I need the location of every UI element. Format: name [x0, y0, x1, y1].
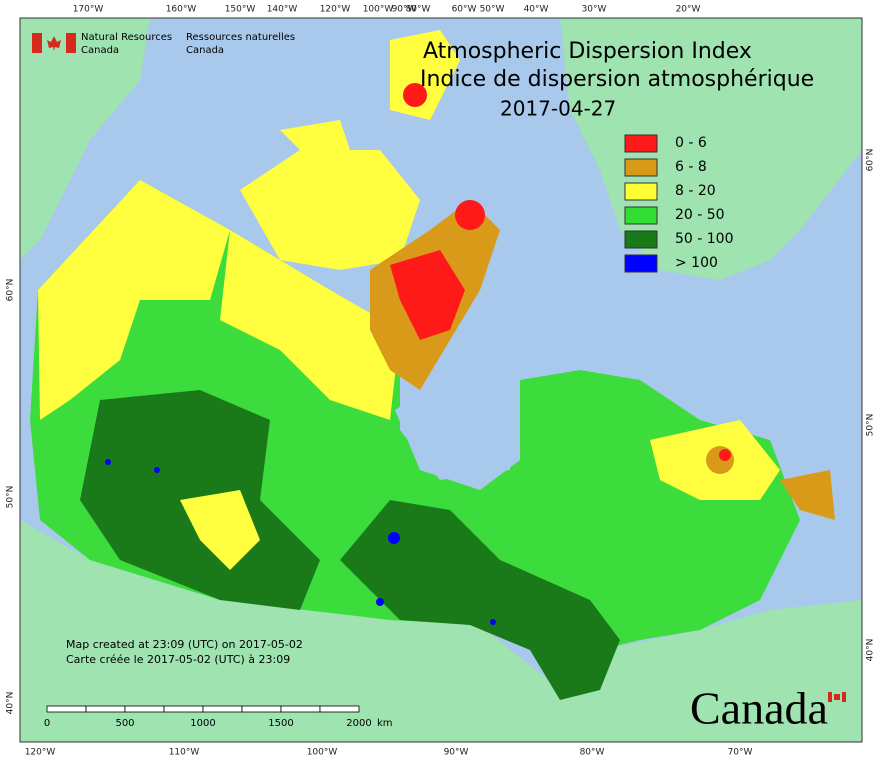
- orange-zone-nfld: [780, 470, 835, 520]
- arctic-island: [280, 120, 350, 150]
- graticule-label: 100°W: [307, 748, 338, 758]
- flag-band: [32, 33, 42, 53]
- yellow-zone-sask: [180, 490, 260, 570]
- graticule-label: 150°W: [225, 5, 256, 15]
- legend-swatch: [624, 206, 658, 225]
- blue-spot: [388, 532, 400, 544]
- graticule-label: 50°W: [480, 5, 505, 15]
- map-frame: [19, 17, 863, 743]
- org-en-2: Canada: [81, 45, 119, 56]
- scale-segment: [202, 705, 243, 713]
- flag-band: [66, 33, 76, 53]
- org-fr-2: Canada: [186, 45, 224, 56]
- scale-label: 1000: [190, 718, 215, 729]
- graticule-label: 40°N: [6, 692, 16, 715]
- legend-label: 0 - 6: [675, 135, 707, 151]
- legend-label: > 100: [675, 255, 718, 271]
- legend-label: 6 - 8: [675, 159, 707, 175]
- title-en: Atmospheric Dispersion Index: [423, 39, 752, 64]
- scale-unit: km: [377, 718, 393, 729]
- blue-spot: [376, 598, 384, 606]
- org-fr: Ressources naturelles: [186, 32, 295, 43]
- legend: 0 - 6 6 - 8 8 - 20 20 - 50 50 - 100 > 100: [624, 134, 734, 273]
- graticule-label: 60°W: [452, 5, 477, 15]
- blue-spot: [490, 619, 496, 625]
- graticule-label: 120°W: [320, 5, 351, 15]
- dark-zone-ontario: [340, 500, 620, 700]
- scale-segment: [241, 705, 282, 713]
- blue-spot: [105, 459, 111, 465]
- title-fr: Indice de dispersion atmosphérique: [420, 67, 814, 92]
- maple-leaf: [47, 36, 61, 51]
- graticule-label: 40°N: [866, 639, 876, 662]
- alaska: [20, 18, 150, 260]
- scale-segment: [280, 705, 321, 713]
- legend-swatch: [624, 254, 658, 273]
- red-zone-north-baffin: [455, 200, 485, 230]
- yellow-zone-west: [38, 180, 230, 420]
- legend-swatch: [624, 230, 658, 249]
- wordmark: Canada: [690, 683, 828, 734]
- graticule-label: 160°W: [166, 5, 197, 15]
- graticule-label: 90°W: [444, 748, 469, 758]
- legend-label: 50 - 100: [675, 231, 734, 247]
- note-fr: Carte créée le 2017-05-02 (UTC) à 23:09: [66, 653, 290, 666]
- graticule-label: 30°W: [582, 5, 607, 15]
- graticule-label: 140°W: [267, 5, 298, 15]
- legend-swatch: [624, 134, 658, 153]
- graticule-label: 170°W: [73, 5, 104, 15]
- red-zone-ellesmere: [403, 83, 427, 107]
- scale-label: 500: [115, 718, 134, 729]
- blue-spot: [154, 467, 160, 473]
- scale-label: 2000: [346, 718, 371, 729]
- hudson-bay: [395, 380, 520, 490]
- red-spot: [719, 449, 731, 461]
- graticule-label: 100°W: [363, 5, 394, 15]
- scale-label: 1500: [268, 718, 293, 729]
- scale-segment: [124, 705, 165, 713]
- wordmark-flag: [842, 692, 846, 702]
- graticule-label: 60°N: [6, 279, 16, 302]
- legend-swatch: [624, 182, 658, 201]
- legend-label: 8 - 20: [675, 183, 716, 199]
- scale-segment: [319, 705, 360, 713]
- legend-swatch: [624, 158, 658, 177]
- graticule-label: 60°N: [866, 149, 876, 172]
- scale-segment: [46, 705, 87, 713]
- org-en: Natural Resources: [81, 32, 172, 43]
- arctic-islands: [240, 150, 420, 270]
- wordmark-flag: [828, 692, 832, 702]
- orange-spot: [706, 446, 734, 474]
- graticule-label: 20°W: [676, 5, 701, 15]
- title-date: 2017-04-27: [500, 97, 616, 121]
- usa: [20, 520, 862, 742]
- graticule-label: 110°W: [169, 748, 200, 758]
- wordmark-flag: [834, 694, 840, 700]
- graticule-label: 70°W: [728, 748, 753, 758]
- scale-bar: 0 500 1000 1500 2000 km: [44, 705, 393, 729]
- scale-segment: [163, 705, 204, 713]
- graticule-label: 50°N: [866, 414, 876, 437]
- scale-label: 0: [44, 718, 50, 729]
- graticule-label: 50°N: [6, 486, 16, 509]
- legend-label: 20 - 50: [675, 207, 725, 223]
- graticule-label: 80°W: [580, 748, 605, 758]
- note-en: Map created at 23:09 (UTC) on 2017-05-02: [66, 638, 303, 651]
- graticule-label: 80°W: [406, 5, 431, 15]
- red-zone-baffin: [390, 250, 465, 340]
- graticule-label: 120°W: [25, 748, 56, 758]
- yellow-zone-north: [220, 230, 400, 420]
- scale-segment: [85, 705, 126, 713]
- graticule-label: 90°W: [392, 5, 417, 15]
- graticule-label: 40°W: [524, 5, 549, 15]
